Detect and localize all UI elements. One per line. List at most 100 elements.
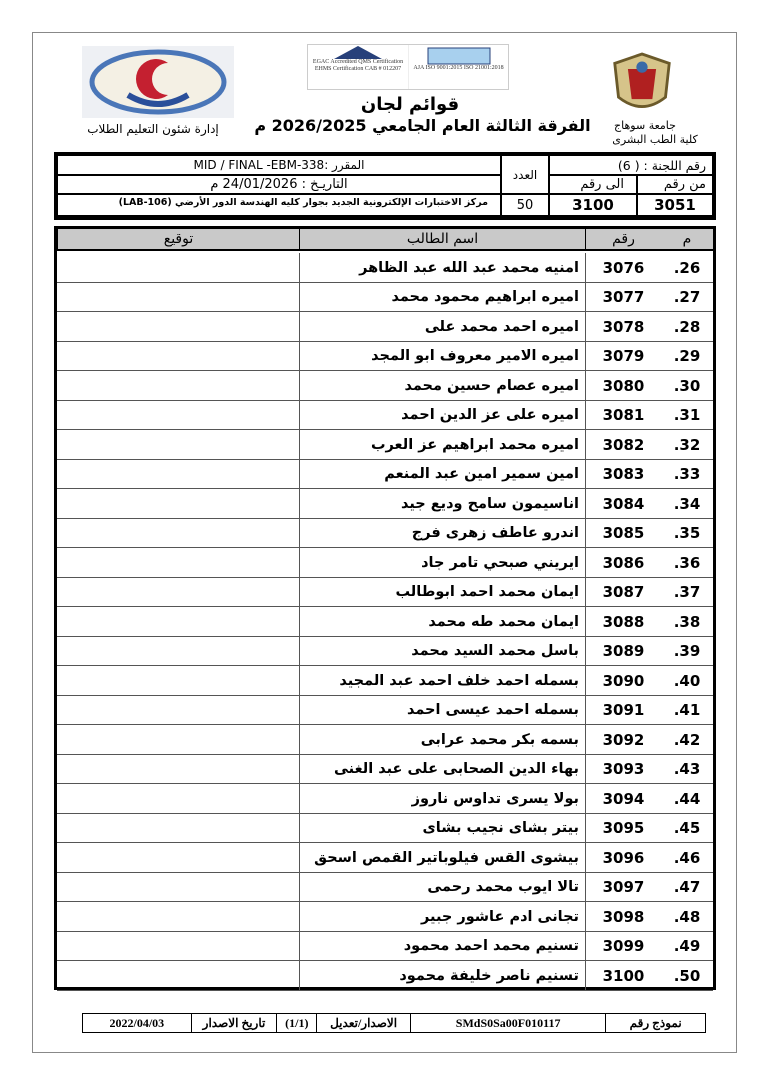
signature-cell[interactable] [57,489,299,518]
signature-cell[interactable] [57,371,299,400]
signature-cell[interactable] [57,961,299,990]
student-code: 3081 [585,400,661,430]
count-value: 50 [501,194,549,216]
serial-number: 49. [673,937,701,955]
serial-number: 32. [673,435,701,454]
signature-cell[interactable] [57,578,299,607]
serial-number: 26. [673,258,701,277]
committee-info-box: رقم اللجنة : ( 6) من رقم الى رقم 3051 31… [54,152,716,220]
signature-cell[interactable] [57,342,299,371]
student-code: 3100 [585,961,661,990]
student-name: تسنيم ناصر خليفة محمود [299,961,585,990]
table-row: 50. 3100 تسنيم ناصر خليفة محمود [57,961,713,991]
table-row: 38. 3088 ايمان محمد طه محمد [57,607,713,637]
signature-cell[interactable] [57,666,299,695]
serial-number: 30. [673,376,701,395]
signature-cell[interactable] [57,755,299,784]
serial-number: 34. [673,494,701,513]
student-name: اميره محمد ابراهيم عز العرب [299,430,585,459]
signature-cell[interactable] [57,401,299,430]
student-code: 3095 [585,813,661,843]
university-name: جامعة سوهاج [614,119,676,132]
student-code: 3088 [585,607,661,636]
signature-cell[interactable] [57,873,299,902]
student-code: 3089 [585,636,661,666]
table-row: 41. 3091 بسمله احمد عيسى احمد [57,695,713,725]
table-row: 28. 3078 اميره احمد محمد على [57,312,713,342]
student-code: 3096 [585,843,661,872]
table-row: 27. 3077 اميره ابراهيم محمود محمد [57,282,713,312]
signature-cell[interactable] [57,843,299,872]
signature-cell[interactable] [57,253,299,282]
signature-cell[interactable] [57,430,299,459]
version-value: (1/1) [276,1014,316,1032]
aja-logo: AJA ISO 9001:2015 ISO 21001:2018 [408,45,508,89]
table-header: م رقم اسم الطالب توقيع [57,229,713,251]
signature-cell[interactable] [57,696,299,725]
serial-number: 43. [673,760,701,778]
university-seal-logo [604,52,680,118]
to-number-value: 3100 [549,194,637,216]
signature-cell[interactable] [57,519,299,548]
signature-cell[interactable] [57,784,299,813]
signature-cell[interactable] [57,283,299,312]
header-code: رقم [585,229,661,249]
from-number-value: 3051 [637,194,713,216]
serial-number: 47. [673,878,701,896]
table-row: 31. 3081 اميره على عز الدين احمد [57,400,713,430]
table-row: 36. 3086 ايريني صبحي تامر جاد [57,548,713,578]
student-code: 3085 [585,518,661,548]
serial-number: 38. [673,612,701,631]
serial-number: 37. [673,583,701,601]
signature-cell[interactable] [57,460,299,489]
table-row: 47. 3097 تالا ايوب محمد رحمى [57,872,713,902]
serial-number: 33. [673,465,701,483]
student-code: 3084 [585,489,661,518]
issue-date-value: 2022/04/03 [109,1015,165,1030]
header-signature: توقيع [57,229,299,249]
serial-number: 40. [673,671,701,690]
signature-cell[interactable] [57,607,299,636]
student-name: اميره عصام حسين محمد [299,371,585,400]
student-code: 3086 [585,548,661,577]
signature-cell[interactable] [57,932,299,961]
serial-number: 28. [673,317,701,336]
serial-number: 29. [673,347,701,365]
table-row: 37. 3087 ايمان محمد احمد ابوطالب [57,577,713,607]
student-name: بهاء الدين الصحابى على عبد الغنى [299,754,585,784]
serial-number: 46. [673,848,701,867]
signature-cell[interactable] [57,312,299,341]
serial-number: 48. [673,907,701,926]
student-name: تالا ايوب محمد رحمى [299,872,585,902]
signature-cell[interactable] [57,548,299,577]
serial-number: 36. [673,553,701,572]
egac-mountain-icon [334,46,382,59]
page-border [32,32,737,1053]
table-row: 30. 3080 اميره عصام حسين محمد [57,371,713,401]
student-name: تسنيم محمد احمد محمود [299,931,585,961]
student-code: 3080 [585,371,661,400]
student-name: اندرو عاطف زهرى فرج [299,518,585,548]
serial-number: 44. [673,789,701,808]
student-code: 3093 [585,754,661,784]
table-row: 39. 3089 باسل محمد السيد محمد [57,636,713,666]
student-name: ايمان محمد احمد ابوطالب [299,577,585,607]
version-label: الاصدار/تعديل [316,1014,410,1032]
student-name: بسمله احمد عيسى احمد [299,695,585,725]
serial-number: 45. [673,819,701,837]
accreditation-logos: EGAC Accredited QMS Certification EHMS C… [307,44,509,90]
signature-cell[interactable] [57,725,299,754]
student-name: ايريني صبحي تامر جاد [299,548,585,577]
course-code: المقرر :MID / FINAL -EBM-338 [57,155,501,175]
signature-cell[interactable] [57,902,299,931]
student-name: باسل محمد السيد محمد [299,636,585,666]
serial-number: 31. [673,406,701,424]
table-row: 49. 3099 تسنيم محمد احمد محمود [57,931,713,961]
signature-cell[interactable] [57,637,299,666]
serial-number: 50. [673,966,701,985]
signature-cell[interactable] [57,814,299,843]
table-row: 29. 3079 اميره الامير معروف ابو المجد [57,341,713,371]
serial-number: 41. [673,701,701,719]
student-code: 3087 [585,577,661,607]
serial-number: 39. [673,642,701,660]
